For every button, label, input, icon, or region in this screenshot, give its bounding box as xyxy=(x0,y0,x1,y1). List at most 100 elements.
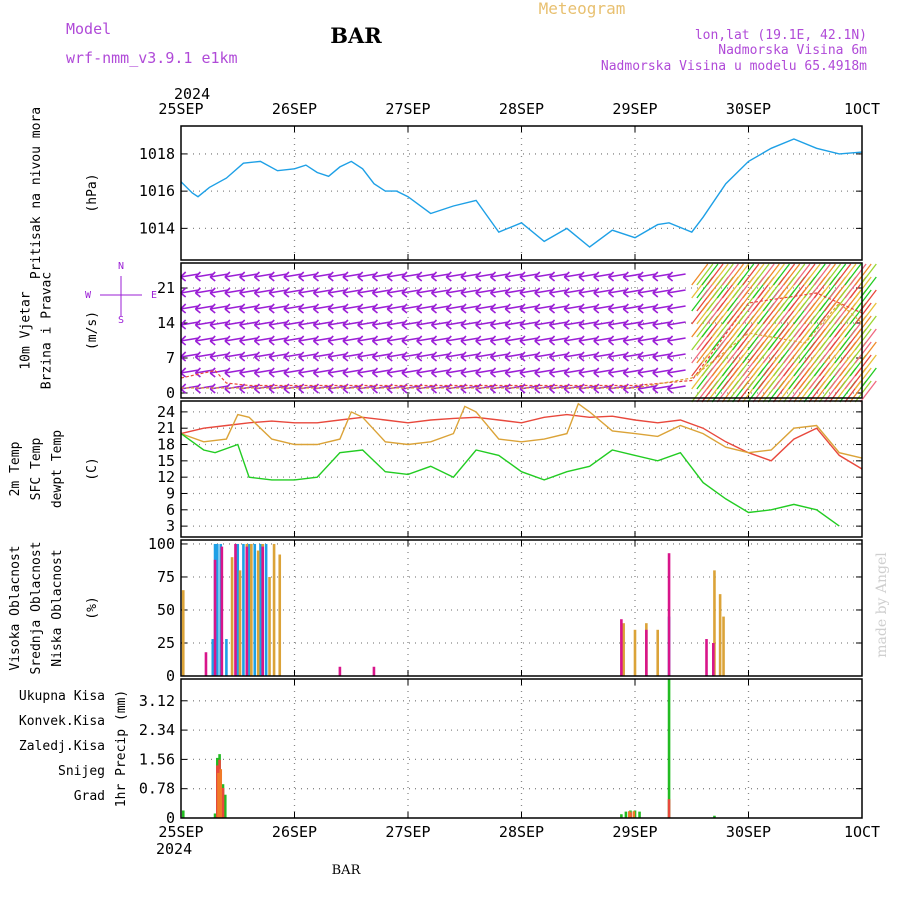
wind-barb xyxy=(342,335,362,346)
bar-visoka xyxy=(225,639,228,676)
panel-label: 2m Temp xyxy=(8,441,23,496)
wind-barb-strong xyxy=(767,263,785,286)
wind-barb-strong xyxy=(701,263,719,286)
wind-barb xyxy=(445,319,465,330)
wind-barb xyxy=(416,303,435,314)
bar-srednja xyxy=(268,576,271,676)
wind-barb-strong xyxy=(726,263,745,286)
legend-grad: Grad xyxy=(74,789,105,804)
wind-barb xyxy=(460,335,480,346)
wind-barb xyxy=(563,351,583,362)
wind-barb xyxy=(253,335,273,346)
wind-barb-strong xyxy=(859,315,877,338)
y-tick-label: 2.34 xyxy=(139,721,175,739)
wind-barb xyxy=(268,367,288,378)
bar-ukupna xyxy=(667,679,671,818)
bar-niska xyxy=(234,543,237,676)
wind-barb xyxy=(401,351,421,362)
wind-barb xyxy=(637,303,657,314)
bar-srednja xyxy=(718,594,722,676)
bar-niska xyxy=(667,553,671,676)
bar-niska xyxy=(712,642,715,676)
wind-barb xyxy=(239,335,258,346)
wind-barb xyxy=(327,319,347,330)
wind-barb xyxy=(386,271,406,282)
wind-barb xyxy=(445,351,465,362)
wind-barb xyxy=(460,351,480,362)
wind-barb-strong xyxy=(808,263,826,286)
wind-barb xyxy=(386,287,406,298)
wind-barb xyxy=(194,335,214,346)
y-tick-label: 7 xyxy=(166,349,175,367)
panel-label: Niska Oblacnost xyxy=(50,549,65,666)
wind-barb xyxy=(209,303,229,314)
wind-barb-strong xyxy=(859,341,877,364)
y-tick-label: 1016 xyxy=(139,182,175,200)
model-name: wrf-nmm_v3.9.1 e1km xyxy=(66,49,238,67)
wind-barb xyxy=(460,367,480,378)
wind-barb xyxy=(548,319,568,330)
bar-visoka xyxy=(247,543,251,676)
wind-barb xyxy=(504,303,524,314)
wind-barb xyxy=(593,271,612,282)
wind-barb xyxy=(268,351,288,362)
wind-barb xyxy=(578,319,598,330)
wind-barb xyxy=(298,287,317,298)
wind-barb xyxy=(371,319,391,330)
wind-barb xyxy=(475,367,494,378)
wind-barb-strong xyxy=(854,367,872,390)
model-elevation-label: Nadmorska Visina u modelu 65.4918m xyxy=(601,59,867,74)
panel-label: Visoka Oblacnost xyxy=(8,545,23,670)
wind-barb xyxy=(667,303,686,314)
wind-barb xyxy=(253,271,273,282)
y-tick-label: 3 xyxy=(166,517,175,535)
wind-barb xyxy=(504,287,524,298)
wind-barb xyxy=(298,303,317,314)
bar-ukupna xyxy=(713,815,716,818)
wind-barb xyxy=(637,271,657,282)
y-tick-label: 6 xyxy=(166,501,175,519)
wind-barb xyxy=(194,367,214,378)
wind-barb xyxy=(253,319,273,330)
wind-barb xyxy=(622,287,642,298)
wind-barb xyxy=(386,335,406,346)
wind-barb-strong xyxy=(711,263,729,286)
panel-label: dewpt Temp xyxy=(50,430,65,508)
wind-barb xyxy=(239,271,258,282)
wind-barb xyxy=(667,367,686,378)
wind-barb xyxy=(298,271,317,282)
y-tick-label: 0 xyxy=(166,667,175,685)
bar-visoka xyxy=(216,543,219,676)
wind-barb xyxy=(608,367,627,378)
wind-barb xyxy=(460,303,480,314)
wind-barb xyxy=(637,367,657,378)
wind-barb xyxy=(430,351,450,362)
bar-visoka xyxy=(253,543,257,676)
wind-barb xyxy=(357,351,376,362)
series-dewpt xyxy=(180,433,840,527)
wind-barb-strong xyxy=(783,263,801,286)
y-tick-label: 75 xyxy=(157,568,175,586)
wind-barb-strong xyxy=(824,263,842,286)
wind-barb xyxy=(519,319,539,330)
wind-barb xyxy=(194,287,214,298)
bar-ukupna xyxy=(223,794,227,818)
wind-barb xyxy=(416,271,435,282)
wind-barb xyxy=(637,287,657,298)
wind-barb xyxy=(357,287,376,298)
wind-barb-strong xyxy=(716,263,734,286)
wind-barb xyxy=(283,367,303,378)
wind-barb xyxy=(416,287,435,298)
wind-barb-strong xyxy=(859,289,877,312)
wind-barb xyxy=(519,287,539,298)
wind-barb xyxy=(652,271,671,282)
wind-barb-strong xyxy=(732,263,750,286)
wind-barb xyxy=(622,303,642,314)
series-pressure xyxy=(180,138,863,248)
wind-barb xyxy=(194,351,214,362)
wind-barb xyxy=(637,335,657,346)
legend-snijeg: Snijeg xyxy=(58,764,105,779)
bar-ukupna xyxy=(181,810,185,818)
wind-barb xyxy=(224,319,244,330)
